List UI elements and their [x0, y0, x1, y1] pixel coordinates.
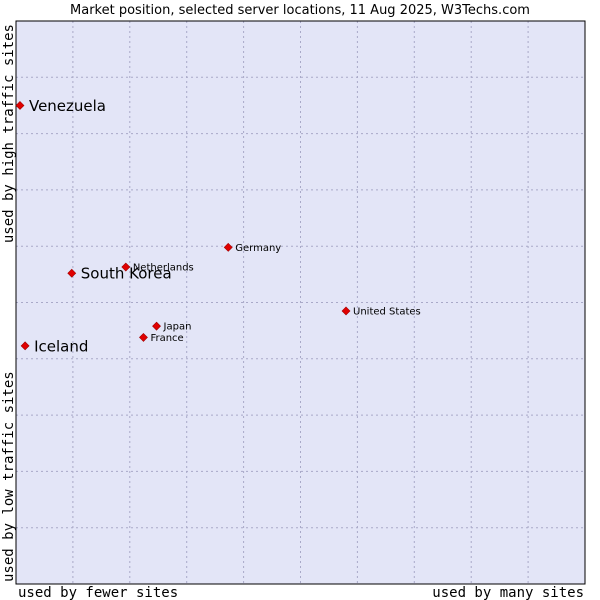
- point-marker-south-korea: [67, 268, 77, 278]
- point-label-netherlands: Netherlands: [133, 263, 194, 274]
- y-axis-label-bottom: used by low traffic sites: [1, 371, 17, 582]
- chart-title: Market position, selected server locatio…: [70, 3, 530, 18]
- plot-frame: [15, 20, 586, 585]
- point-label-iceland: Iceland: [34, 337, 88, 355]
- point-marker-germany: [223, 242, 233, 252]
- x-axis-label-right: used by many sites: [432, 585, 584, 600]
- x-axis-label-left: used by fewer sites: [18, 585, 178, 600]
- point-label-united-states: United States: [353, 306, 421, 317]
- point-marker-venezuela: [15, 101, 25, 110]
- point-marker-iceland: [20, 341, 30, 351]
- point-label-france: France: [150, 333, 183, 344]
- point-marker-france: [139, 332, 148, 342]
- point-label-germany: Germany: [235, 243, 281, 254]
- point-label-japan: Japan: [163, 322, 192, 333]
- point-marker-united-states: [341, 306, 351, 316]
- y-axis-label-top: used by high traffic sites: [1, 24, 17, 243]
- point-marker-japan: [152, 321, 161, 331]
- grid-lines: [16, 21, 585, 584]
- point-label-venezuela: Venezuela: [29, 97, 106, 115]
- point-label-south-korea: South Korea: [81, 265, 172, 283]
- data-points: Venezuela South Korea Iceland Netherlands Ge…: [15, 97, 421, 355]
- point-marker-netherlands: [121, 262, 131, 272]
